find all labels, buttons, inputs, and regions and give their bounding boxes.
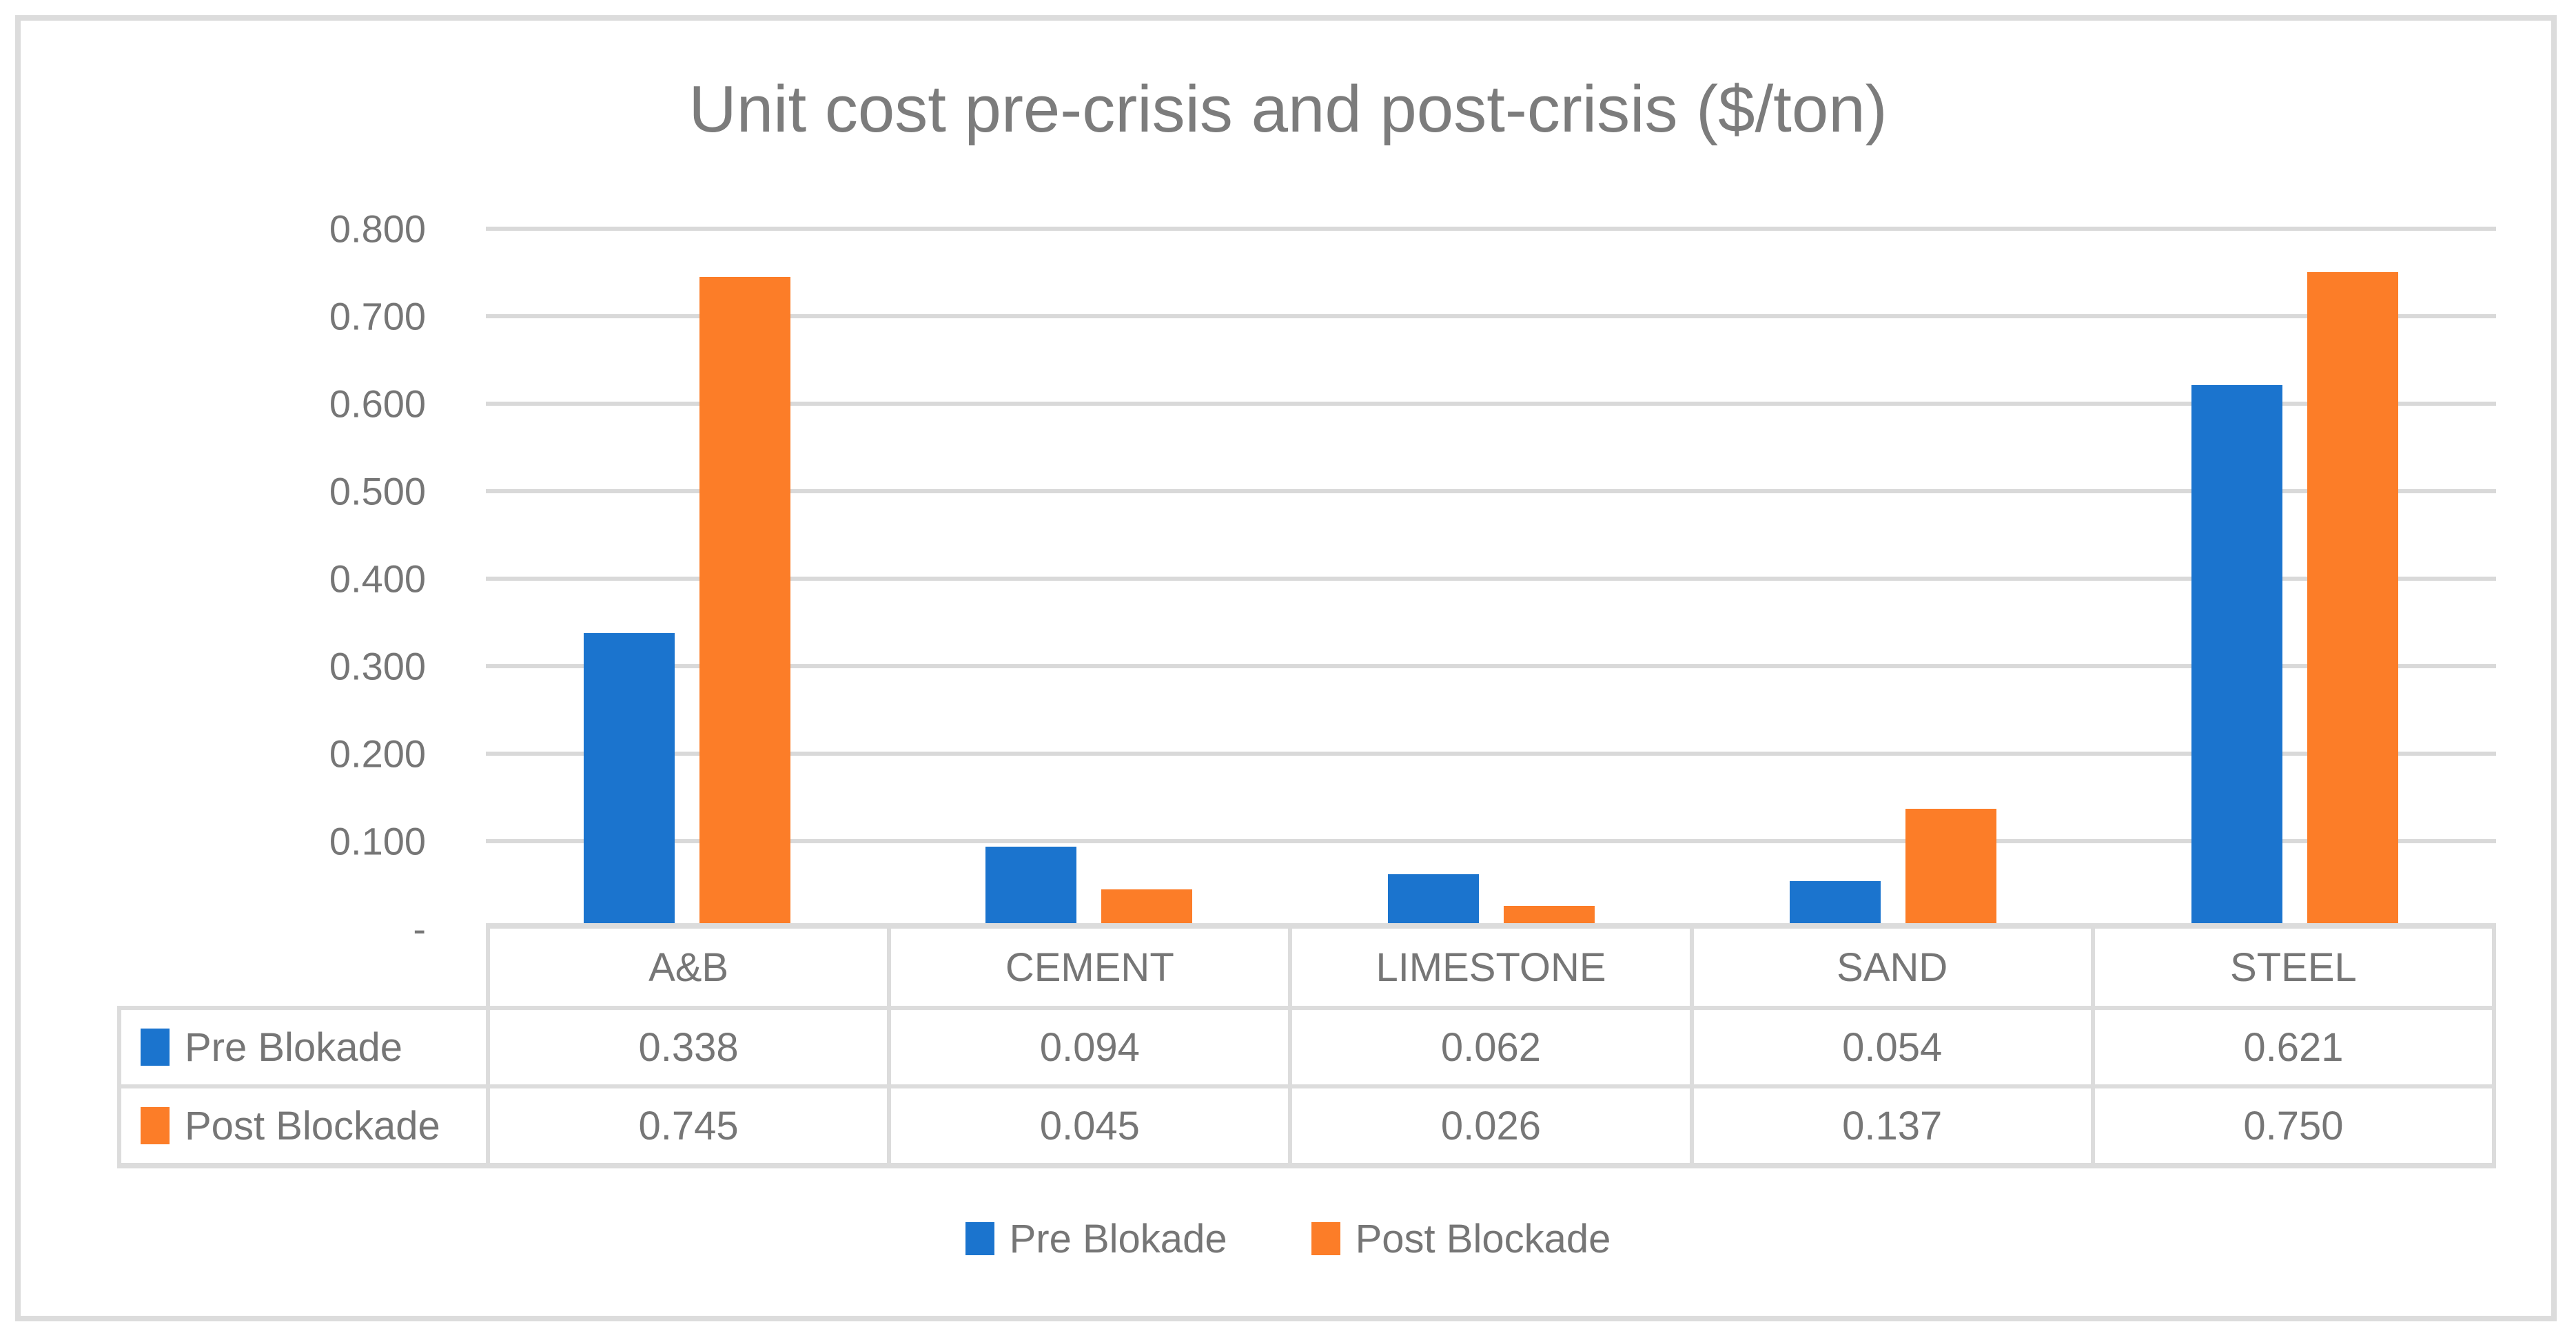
chart-legend: Pre Blokade Post Blockade [0, 1217, 2576, 1261]
y-axis-tick-label: 0.400 [329, 557, 426, 601]
figure-border [15, 15, 2557, 1321]
legend-item-pre-blokade: Pre Blokade [965, 1216, 1227, 1262]
bar-pre-blokade-cement [985, 847, 1077, 929]
y-axis-tick-label: 0.100 [329, 819, 426, 863]
table-row-label-pre-blokade: Pre Blokade [121, 1010, 490, 1084]
table-cell-pre-blokade-sand: 0.054 [1694, 1010, 2095, 1084]
gridline-0.500 [486, 489, 2496, 493]
bar-pre-blokade-limestone [1387, 874, 1479, 929]
table-cell-post-blockade-cement: 0.045 [891, 1088, 1293, 1163]
gridline-0.800 [486, 227, 2496, 231]
y-axis-tick-label: 0.300 [329, 644, 426, 688]
table-header-cell-steel: STEEL [2230, 944, 2357, 990]
table-header-cell-sand: SAND [1694, 929, 2095, 1006]
bars-group [486, 229, 2496, 929]
gridline-0.300 [486, 664, 2496, 668]
bar-post-blockade-cement [1101, 889, 1193, 929]
category-slot-steel [2094, 229, 2496, 929]
bar-post-blockade-a-b [699, 277, 790, 929]
table-cell-post-blockade-limestone: 0.026 [1292, 1088, 1694, 1163]
bar-pre-blokade-steel [2191, 385, 2283, 929]
chart-title: Unit cost pre-crisis and post-crisis ($/… [688, 72, 1888, 146]
table-cell-post-blockade-steel: 0.750 [2243, 1103, 2344, 1148]
table-header-cell-limestone: LIMESTONE [1292, 929, 1694, 1006]
table-header-cell-cement: CEMENT [891, 929, 1293, 1006]
bar-post-blockade-steel [2307, 272, 2399, 929]
legend-label-pre: Pre Blokade [1009, 1216, 1227, 1261]
table-cell-pre-blokade-steel: 0.621 [2243, 1024, 2344, 1070]
y-axis-tick-label: 0.200 [329, 732, 426, 776]
category-slot-cement [888, 229, 1289, 929]
table-series-swatch-post-icon [141, 1107, 170, 1144]
y-axis-tick-label: 0.800 [329, 207, 426, 251]
table-row-label-post-blockade: Post Blockade [121, 1088, 490, 1163]
table-row-label-text: Post Blockade [185, 1103, 440, 1148]
category-slot-sand [1692, 229, 2094, 929]
table-cell-pre-blokade-a-b: 0.338 [490, 1010, 892, 1084]
y-axis-tick-label: 0.700 [329, 294, 426, 338]
table-cell-pre-blokade-limestone: 0.062 [1292, 1010, 1694, 1084]
table-row-label-text: Pre Blokade [185, 1024, 402, 1070]
plot-area [486, 227, 2496, 929]
category-slot-limestone [1290, 229, 1692, 929]
legend-swatch-pre-icon [965, 1222, 994, 1255]
data-table-header-row: A&B CEMENT LIMESTONE SAND STEEL [486, 923, 2496, 1006]
legend-label-post: Post Blockade [1355, 1216, 1611, 1261]
bar-pre-blokade-a-b [583, 633, 675, 929]
bar-pre-blokade-sand [1789, 881, 1881, 929]
data-table-row-pre-blokade: Pre Blokade 0.338 0.094 0.062 0.054 0.621 [117, 1006, 2496, 1084]
gridline-0.700 [486, 314, 2496, 318]
table-cell-post-blockade-sand: 0.137 [1694, 1088, 2095, 1163]
y-axis-tick-label: - [413, 907, 426, 951]
legend-item-post-blockade: Post Blockade [1311, 1216, 1611, 1262]
bar-post-blockade-sand [1905, 809, 1996, 929]
gridline-0.600 [486, 402, 2496, 406]
table-header-cell-a-b: A&B [490, 929, 892, 1006]
y-axis-tick-label: 0.500 [329, 469, 426, 513]
table-cell-pre-blokade-cement: 0.094 [891, 1010, 1293, 1084]
y-axis-tick-label: 0.600 [329, 382, 426, 426]
category-slot-a-b [486, 229, 888, 929]
table-cell-post-blockade-a-b: 0.745 [490, 1088, 892, 1163]
table-series-swatch-pre-icon [141, 1029, 170, 1066]
data-table-row-post-blockade: Post Blockade 0.745 0.045 0.026 0.137 0.750 [117, 1084, 2496, 1168]
gridline-0.400 [486, 577, 2496, 581]
gridline-0.100 [486, 839, 2496, 843]
y-axis-tick-labels: 0.800 0.700 0.600 0.500 0.400 0.300 0.200 0.100… [0, 0, 426, 1342]
legend-swatch-post-icon [1311, 1222, 1340, 1255]
gridline-0.200 [486, 752, 2496, 756]
